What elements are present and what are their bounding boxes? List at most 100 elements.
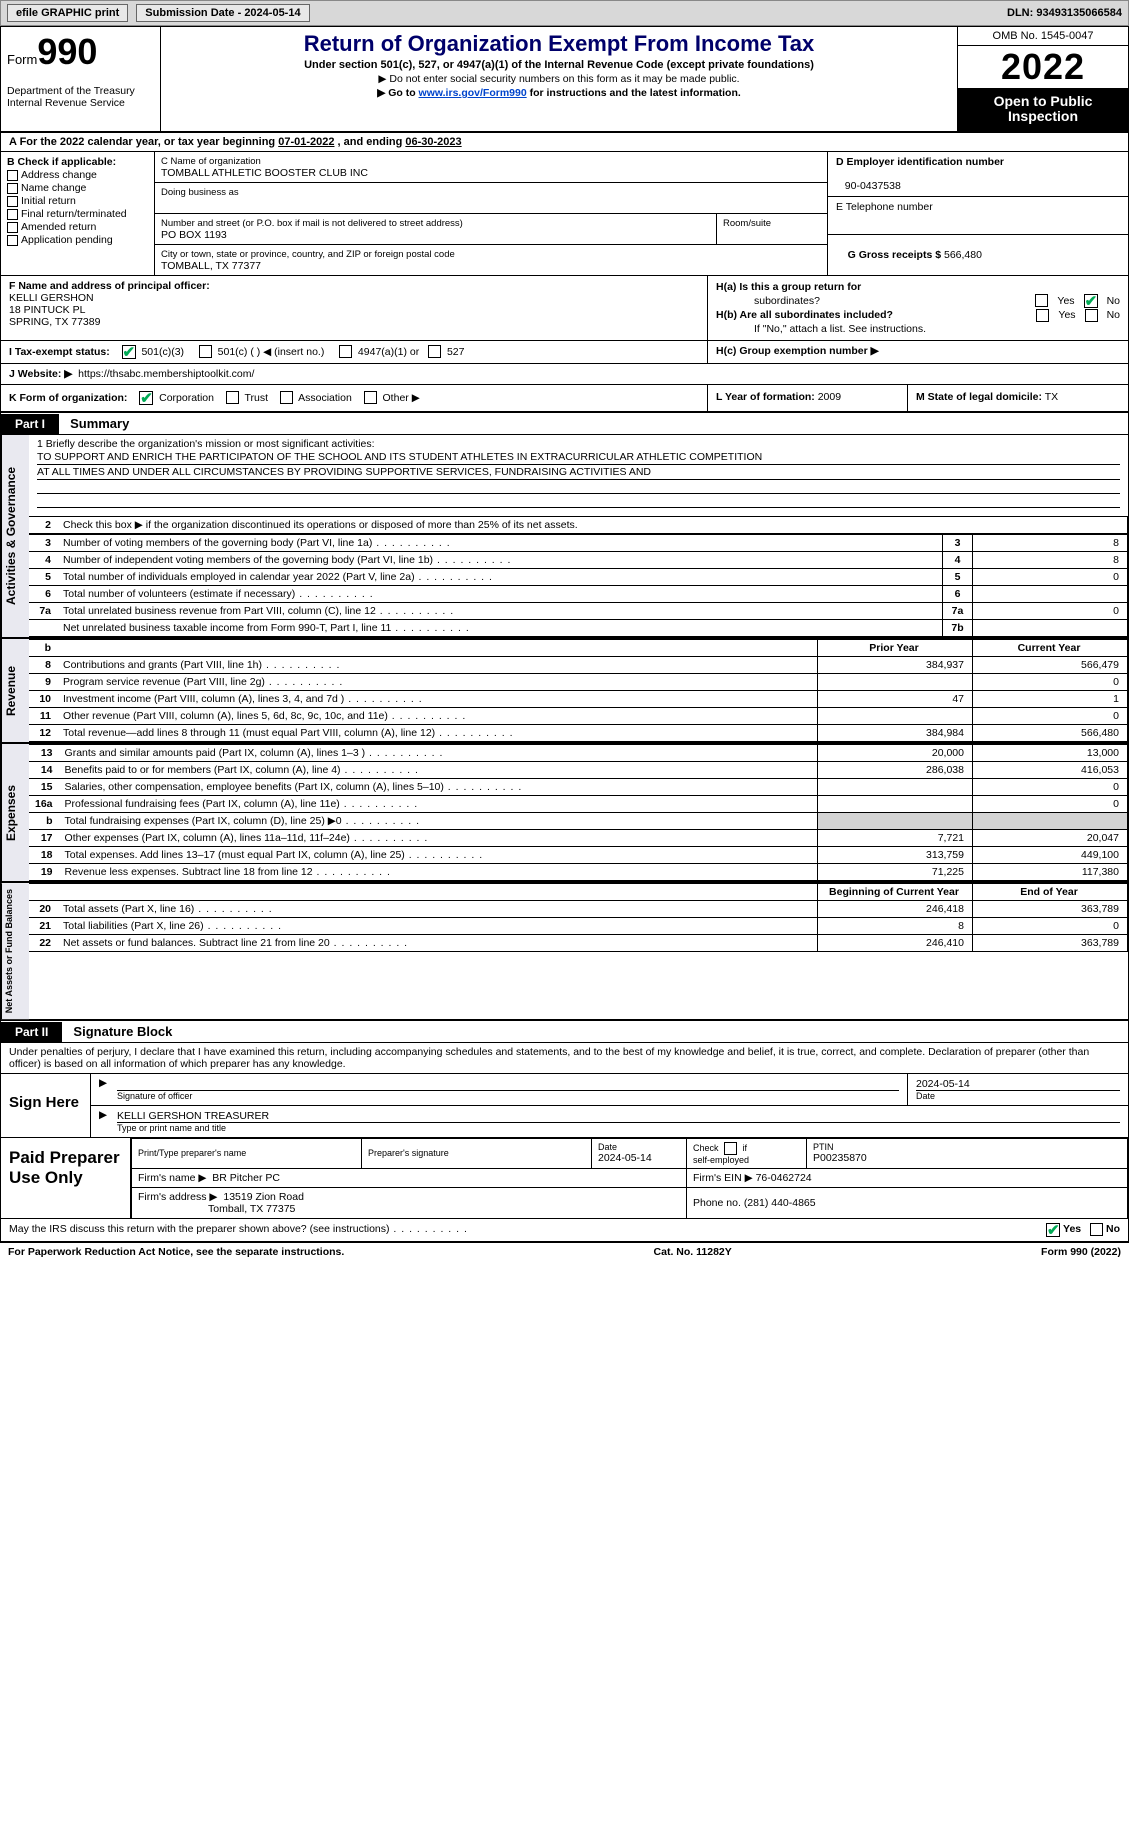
discuss-yes[interactable] xyxy=(1046,1223,1060,1237)
summary-row: 22Net assets or fund balances. Subtract … xyxy=(29,934,1128,951)
tax-year: 2022 xyxy=(958,46,1128,88)
dba-label: Doing business as xyxy=(161,187,239,198)
chk-4947[interactable] xyxy=(339,345,352,358)
street-value: PO BOX 1193 xyxy=(161,229,227,241)
chk-final-return[interactable]: Final return/terminated xyxy=(7,208,148,220)
ha-yes[interactable] xyxy=(1035,294,1048,307)
room-label: Room/suite xyxy=(723,218,771,229)
ha-no[interactable] xyxy=(1084,294,1098,308)
summary-row: 5Total number of individuals employed in… xyxy=(29,568,1128,585)
row-m-state: M State of legal domicile: TX xyxy=(908,385,1128,411)
row-k-form-org: K Form of organization: Corporation Trus… xyxy=(1,385,708,411)
chk-name-change[interactable]: Name change xyxy=(7,182,148,194)
side-activities: Activities & Governance xyxy=(1,435,29,637)
ein-label: D Employer identification number xyxy=(836,156,1004,168)
sign-here-label: Sign Here xyxy=(1,1074,91,1137)
chk-501c[interactable] xyxy=(199,345,212,358)
officer-name: KELLI GERSHON xyxy=(9,292,94,304)
summary-row: 12Total revenue—add lines 8 through 11 (… xyxy=(29,724,1128,741)
paid-preparer-label: Paid Preparer Use Only xyxy=(1,1138,131,1218)
street-label: Number and street (or P.O. box if mail i… xyxy=(161,218,463,229)
gross-receipts-value: 566,480 xyxy=(944,249,982,261)
summary-row: 6Total number of volunteers (estimate if… xyxy=(29,585,1128,602)
side-expenses: Expenses xyxy=(1,744,29,881)
chk-initial-return[interactable]: Initial return xyxy=(7,195,148,207)
ein-value: 90-0437538 xyxy=(845,180,901,192)
chk-self-employed[interactable] xyxy=(724,1142,737,1155)
perjury-declaration: Under penalties of perjury, I declare th… xyxy=(1,1043,1128,1074)
footer-mid: Cat. No. 11282Y xyxy=(654,1246,732,1258)
chk-501c3[interactable] xyxy=(122,345,136,359)
part1-tag: Part I xyxy=(1,414,59,434)
omb-number: OMB No. 1545-0047 xyxy=(958,27,1128,46)
gross-receipts-label: G Gross receipts $ xyxy=(848,249,941,261)
org-name: TOMBALL ATHLETIC BOOSTER CLUB INC xyxy=(161,167,368,179)
form-number: Form990 xyxy=(7,31,154,73)
discuss-no[interactable] xyxy=(1090,1223,1103,1236)
form-frame: Form990 Department of the Treasury Inter… xyxy=(0,26,1129,1243)
officer-addr1: 18 PINTUCK PL xyxy=(9,304,85,316)
summary-row: 19Revenue less expenses. Subtract line 1… xyxy=(29,863,1128,880)
footer-right: Form 990 (2022) xyxy=(1041,1246,1121,1258)
summary-row: 13Grants and similar amounts paid (Part … xyxy=(29,744,1128,761)
part2-tag: Part II xyxy=(1,1022,62,1042)
officer-label: F Name and address of principal officer: xyxy=(9,280,210,292)
phone-label: E Telephone number xyxy=(836,201,933,213)
org-name-label: C Name of organization xyxy=(161,156,261,167)
hb-no[interactable] xyxy=(1085,309,1098,322)
submission-date-button[interactable]: Submission Date - 2024-05-14 xyxy=(136,4,309,22)
chk-other[interactable] xyxy=(364,391,377,404)
efile-print-button[interactable]: efile GRAPHIC print xyxy=(7,4,128,22)
row-i-tax-status: I Tax-exempt status: 501(c)(3) 501(c) ( … xyxy=(1,341,708,363)
top-toolbar: efile GRAPHIC print Submission Date - 20… xyxy=(0,0,1129,26)
row-a-tax-year: A For the 2022 calendar year, or tax yea… xyxy=(1,133,1128,152)
officer-addr2: SPRING, TX 77389 xyxy=(9,316,100,328)
dln-label: DLN: 93493135066584 xyxy=(1007,7,1122,19)
box-b-checklist: B Check if applicable: Address change Na… xyxy=(1,152,155,275)
row-l-year: L Year of formation: 2009 xyxy=(708,385,908,411)
summary-row: 11Other revenue (Part VIII, column (A), … xyxy=(29,707,1128,724)
city-value: TOMBALL, TX 77377 xyxy=(161,260,261,272)
chk-application-pending[interactable]: Application pending xyxy=(7,234,148,246)
form-note1: ▶ Do not enter social security numbers o… xyxy=(167,73,951,85)
summary-row: bTotal fundraising expenses (Part IX, co… xyxy=(29,812,1128,829)
summary-row: 18Total expenses. Add lines 13–17 (must … xyxy=(29,846,1128,863)
chk-address-change[interactable]: Address change xyxy=(7,169,148,181)
irs-link[interactable]: www.irs.gov/Form990 xyxy=(419,87,527,99)
sig-arrow-icon-2: ▶ xyxy=(91,1106,109,1137)
chk-trust[interactable] xyxy=(226,391,239,404)
chk-assoc[interactable] xyxy=(280,391,293,404)
chk-corp[interactable] xyxy=(139,391,153,405)
form-note2: ▶ Go to www.irs.gov/Form990 for instruct… xyxy=(167,87,951,99)
footer-left: For Paperwork Reduction Act Notice, see … xyxy=(8,1246,344,1258)
form-title: Return of Organization Exempt From Incom… xyxy=(167,31,951,57)
city-label: City or town, state or province, country… xyxy=(161,249,455,260)
sig-arrow-icon: ▶ xyxy=(91,1074,109,1105)
summary-row: 7aTotal unrelated business revenue from … xyxy=(29,602,1128,619)
open-to-public: Open to PublicInspection xyxy=(958,88,1128,131)
chk-amended-return[interactable]: Amended return xyxy=(7,221,148,233)
summary-row: 4Number of independent voting members of… xyxy=(29,551,1128,568)
irs-discuss-row: May the IRS discuss this return with the… xyxy=(1,1219,1128,1242)
hb-yes[interactable] xyxy=(1036,309,1049,322)
summary-row: 3Number of voting members of the governi… xyxy=(29,534,1128,551)
mission-block: 1 Briefly describe the organization's mi… xyxy=(29,435,1128,516)
summary-row: 8Contributions and grants (Part VIII, li… xyxy=(29,656,1128,673)
summary-row: 14Benefits paid to or for members (Part … xyxy=(29,761,1128,778)
row-hc: H(c) Group exemption number ▶ xyxy=(708,341,1128,363)
chk-527[interactable] xyxy=(428,345,441,358)
dept-label: Department of the Treasury Internal Reve… xyxy=(7,85,154,109)
form-subtitle: Under section 501(c), 527, or 4947(a)(1)… xyxy=(167,59,951,71)
part2-title: Signature Block xyxy=(65,1021,180,1042)
summary-row: 16aProfessional fundraising fees (Part I… xyxy=(29,795,1128,812)
part1-title: Summary xyxy=(62,413,137,434)
summary-row: 10Investment income (Part VIII, column (… xyxy=(29,690,1128,707)
summary-row: Net unrelated business taxable income fr… xyxy=(29,619,1128,636)
row-j-website: J Website: ▶ https://thsabc.membershipto… xyxy=(1,364,1128,384)
summary-row: 20Total assets (Part X, line 16)246,4183… xyxy=(29,900,1128,917)
summary-row: 9Program service revenue (Part VIII, lin… xyxy=(29,673,1128,690)
summary-row: 17Other expenses (Part IX, column (A), l… xyxy=(29,829,1128,846)
summary-row: 15Salaries, other compensation, employee… xyxy=(29,778,1128,795)
side-revenue: Revenue xyxy=(1,639,29,742)
side-netassets: Net Assets or Fund Balances xyxy=(1,883,29,1019)
